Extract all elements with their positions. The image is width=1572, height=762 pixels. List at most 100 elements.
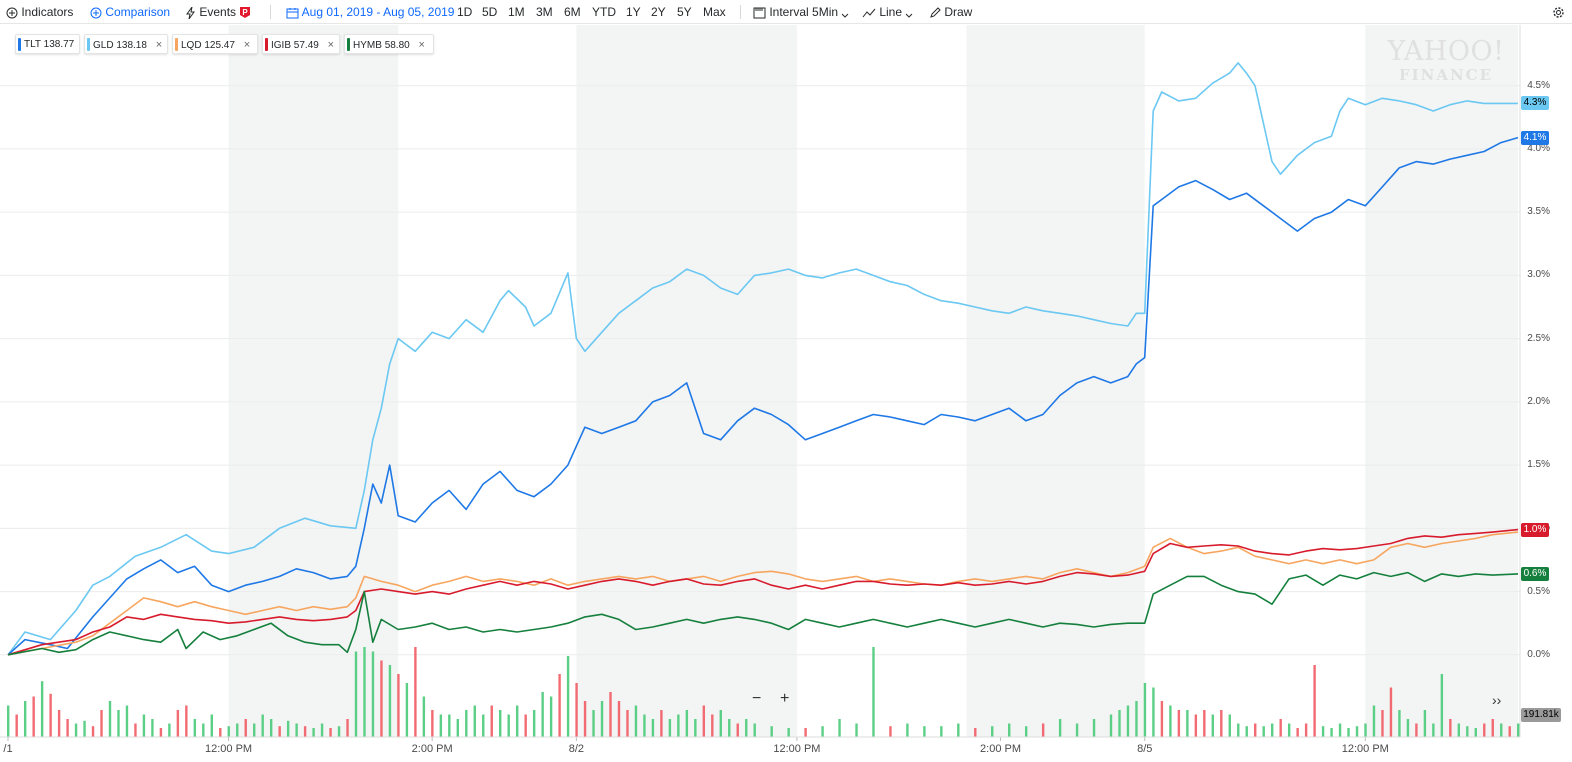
session-band (576, 25, 797, 737)
grid-lines (0, 85, 1520, 741)
volume-bar (176, 710, 180, 737)
volume-bar (15, 714, 18, 737)
session-band (228, 25, 399, 737)
last-value-tag: 0.6% (1521, 566, 1549, 581)
series-line-tlt (7, 136, 1519, 656)
volume-bar (1347, 728, 1350, 737)
remove-symbol-icon[interactable]: × (327, 39, 335, 51)
volume-bar (923, 726, 926, 737)
symbol-pill-tlt[interactable]: TLT 138.77 (15, 34, 80, 54)
volume-bar (1466, 726, 1469, 737)
volume-bar (482, 714, 485, 737)
settings-button[interactable] (1552, 4, 1565, 20)
volume-bar (804, 728, 807, 737)
remove-symbol-icon[interactable]: × (243, 39, 251, 51)
volume-bar (57, 710, 61, 737)
volume-bar (1372, 705, 1376, 737)
volume-bar (592, 710, 595, 737)
range-3m-button[interactable]: 3M (536, 5, 553, 19)
volume-bar (711, 714, 714, 737)
volume-bar (100, 710, 103, 737)
series-color-swatch (18, 38, 21, 51)
y-tick-label: 3.5% (1527, 206, 1550, 218)
chart-type-dropdown[interactable]: Line (862, 4, 913, 20)
range-1y-button[interactable]: 1Y (626, 5, 641, 19)
range-1m-button[interactable]: 1M (508, 5, 525, 19)
volume-bar (159, 728, 163, 737)
volume-bar (456, 719, 460, 737)
volume-bar (906, 723, 909, 737)
volume-bar (193, 719, 197, 737)
remove-symbol-icon[interactable]: × (155, 39, 163, 51)
volume-bar (685, 710, 689, 737)
date-range-picker[interactable]: Aug 01, 2019 - Aug 05, 2019 (286, 4, 454, 20)
volume-bar (991, 726, 994, 737)
symbol-name: LQD (181, 40, 202, 51)
range-5y-button[interactable]: 5Y (677, 5, 692, 19)
symbol-pill-lqd[interactable]: LQD 125.47 × (172, 34, 258, 54)
volume-bar (1203, 710, 1206, 737)
volume-bar (1058, 719, 1062, 737)
zoom-out-button[interactable]: − (752, 690, 762, 707)
volume-bar (236, 723, 239, 737)
volume-bar (974, 728, 977, 737)
volume-bar (142, 714, 146, 737)
volume-bar (202, 723, 205, 737)
volume-bar (558, 674, 561, 737)
symbol-name: HYMB (353, 40, 382, 51)
volume-bar (354, 651, 358, 737)
range-5d-button[interactable]: 5D (482, 5, 498, 19)
volume-bar (185, 705, 188, 737)
x-tick-label: 12:00 PM (1341, 743, 1389, 755)
zoom-in-button[interactable]: + (780, 690, 790, 707)
volume-bar (465, 710, 468, 737)
comparison-chart[interactable] (0, 25, 1572, 762)
indicators-button[interactable]: Indicators (6, 4, 73, 20)
volume-bar (957, 723, 960, 737)
volume-bar (388, 665, 392, 737)
volume-bar (32, 696, 35, 737)
volume-bar (838, 719, 841, 737)
series-color-swatch (265, 38, 268, 51)
comparison-button[interactable]: Comparison (90, 4, 170, 20)
volume-bar (1211, 714, 1215, 737)
watermark-line-2: FINANCE (1398, 66, 1494, 84)
x-tick-label: /1 (3, 743, 13, 755)
volume-bar (253, 723, 256, 737)
volume-bar (337, 726, 341, 737)
volume-bar (626, 710, 629, 737)
volume-bar (940, 726, 943, 737)
events-label: Events (199, 5, 237, 19)
x-tick-label: 8/5 (1137, 743, 1153, 755)
events-button[interactable]: Events P (186, 4, 251, 20)
interval-label: Interval (769, 5, 809, 19)
volume-bar (1109, 714, 1113, 737)
range-max-button[interactable]: Max (703, 5, 726, 19)
draw-button[interactable]: Draw (929, 4, 972, 20)
symbol-pill-gld[interactable]: GLD 138.18 × (84, 34, 168, 54)
symbol-pill-hymb[interactable]: HYMB 58.80 × (344, 34, 434, 54)
last-value-tag: 4.3% (1521, 96, 1549, 111)
range-1d-button[interactable]: 1D (457, 5, 473, 19)
volume-bar (439, 714, 443, 737)
interval-dropdown[interactable]: Interval 5Min (753, 4, 849, 20)
volume-bar (269, 719, 273, 737)
symbol-pill-igib[interactable]: IGIB 57.49 × (262, 34, 340, 54)
volume-bar (1143, 683, 1147, 737)
volume-bar (821, 726, 824, 737)
range-ytd-button[interactable]: YTD (592, 5, 616, 19)
volume-bar (380, 660, 383, 737)
volume-bar (74, 723, 78, 737)
y-tick-label: 0.5% (1527, 585, 1550, 597)
volume-bar (66, 719, 69, 737)
volume-bar (1338, 723, 1342, 737)
remove-symbol-icon[interactable]: × (418, 39, 425, 51)
range-6m-button[interactable]: 6M (564, 5, 581, 19)
indicators-label: Indicators (21, 5, 74, 19)
scroll-to-latest-icon[interactable]: ›› (1492, 692, 1502, 708)
volume-bar (643, 714, 646, 737)
volume-bar (872, 647, 875, 737)
range-2y-button[interactable]: 2Y (651, 5, 666, 19)
volume-bar (736, 723, 739, 737)
date-range-label: Aug 01, 2019 - Aug 05, 2019 (301, 5, 455, 19)
